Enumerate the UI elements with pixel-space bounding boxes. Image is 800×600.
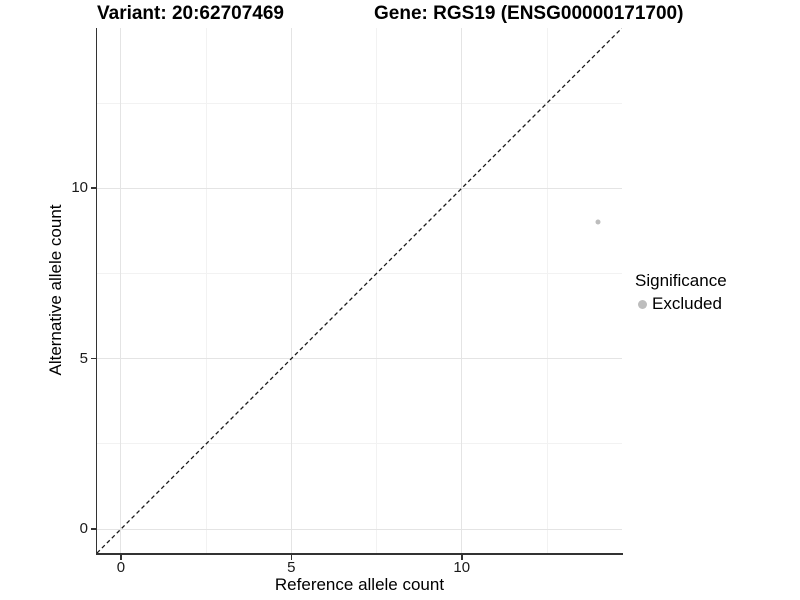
gridline-vertical-minor — [205, 28, 207, 553]
legend-key-dot — [638, 299, 647, 309]
y-axis-title: Alternative allele count — [46, 204, 65, 376]
y-axis-line — [95, 28, 97, 555]
y-axis-tick — [90, 528, 96, 530]
x-axis-tick — [120, 554, 122, 560]
gridline-vertical-major — [120, 28, 122, 553]
x-axis-line — [95, 553, 623, 555]
gridline-vertical-major — [461, 28, 463, 553]
legend: Significance Excluded — [635, 271, 727, 314]
plot-title-variant: Variant: 20:62707469 — [97, 3, 284, 24]
legend-entries: Excluded — [635, 294, 727, 314]
identity-line-layer — [97, 28, 622, 553]
legend-entry-label: Excluded — [652, 294, 722, 313]
plot-title-gene: Gene: RGS19 (ENSG00000171700) — [374, 3, 684, 24]
y-axis-tick — [90, 187, 96, 189]
gridline-vertical-minor — [376, 28, 378, 553]
legend-entry: Excluded — [635, 294, 727, 314]
x-axis-tick — [290, 554, 293, 560]
x-axis-tick-label: 5 — [287, 559, 296, 576]
gridline-horizontal-minor — [97, 443, 622, 445]
x-axis-tick — [461, 554, 463, 560]
gridline-vertical-major — [290, 28, 292, 553]
gridline-horizontal-major — [97, 528, 622, 530]
y-axis-tick — [90, 357, 96, 360]
identity-line — [97, 28, 622, 553]
gridline-horizontal-major — [97, 187, 622, 189]
gridline-horizontal-minor — [97, 102, 622, 104]
gridline-horizontal-major — [97, 358, 622, 360]
plot-panel — [97, 28, 622, 553]
y-axis-tick-label: 5 — [79, 349, 88, 367]
x-axis-title: Reference allele count — [274, 575, 445, 594]
data-point — [595, 219, 601, 225]
x-axis-tick-label: 0 — [116, 559, 126, 576]
x-axis-tick-label: 10 — [453, 559, 471, 576]
legend-title: Significance — [635, 271, 727, 290]
gridline-vertical-minor — [546, 28, 548, 553]
y-axis-tick-label: 0 — [79, 520, 88, 538]
y-axis-tick-label: 10 — [71, 179, 88, 197]
gridline-horizontal-minor — [97, 272, 622, 274]
